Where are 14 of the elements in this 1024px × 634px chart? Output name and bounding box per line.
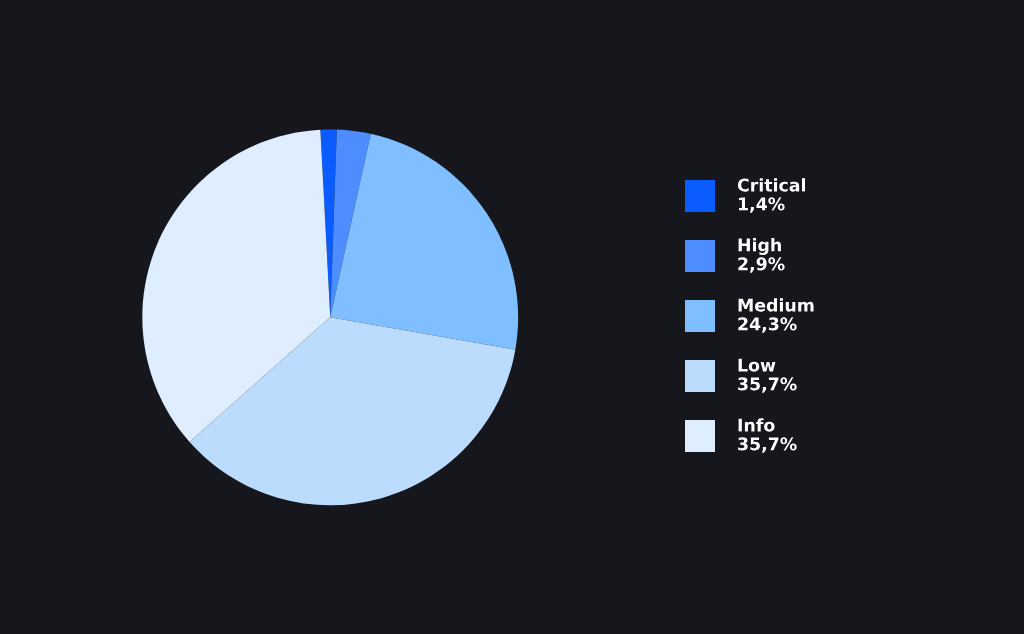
data-label: 35,7% xyxy=(738,437,797,453)
legend-label: Critical xyxy=(737,178,805,192)
pie-slice xyxy=(330,129,371,318)
legend-label: Info xyxy=(738,418,775,432)
legend-label: Low xyxy=(738,358,776,372)
data-label: 24,3% xyxy=(738,317,797,333)
pie-slice xyxy=(142,129,331,442)
legend-label: High xyxy=(738,238,781,255)
data-label: 1,4% xyxy=(738,197,785,213)
legend-label: Medium xyxy=(738,298,814,312)
pie-slice xyxy=(330,133,519,350)
data-label: 35,7% xyxy=(738,377,797,393)
data-label: 2,9% xyxy=(738,257,785,273)
pie-slice xyxy=(189,317,516,506)
